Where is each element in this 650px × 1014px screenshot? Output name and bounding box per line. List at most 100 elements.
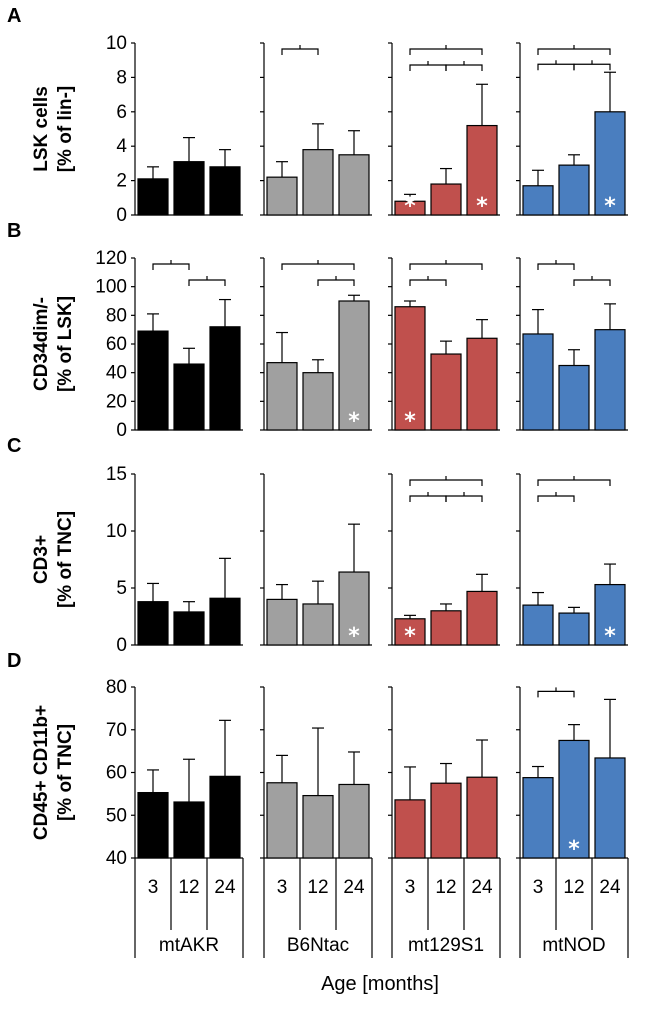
bar bbox=[137, 330, 169, 431]
significance-bracket bbox=[409, 263, 483, 270]
significance-bracket bbox=[537, 263, 575, 270]
bar bbox=[466, 124, 498, 216]
category-axis: 3 12 24 mtAKR 3 12 24 B6Ntac 3 12 24 mt129S1 3 12 24 mt… bbox=[134, 858, 629, 958]
series-mtnod bbox=[519, 258, 628, 431]
y-tick-label: 0 bbox=[116, 635, 127, 656]
bar bbox=[522, 604, 554, 646]
y-axis-label-line: CD3+ bbox=[31, 535, 52, 584]
category-label: 24 bbox=[214, 877, 236, 898]
significance-bracket bbox=[573, 279, 611, 286]
significance-bracket bbox=[152, 263, 190, 270]
bar bbox=[302, 794, 334, 859]
y-tick-label: 15 bbox=[106, 464, 127, 485]
category-label: 24 bbox=[599, 877, 621, 898]
strain-label: mt129S1 bbox=[408, 935, 484, 956]
series-mtakr bbox=[134, 258, 243, 431]
significance-bracket bbox=[445, 64, 483, 71]
significance-star: * bbox=[404, 409, 416, 434]
bar bbox=[137, 178, 169, 216]
significance-bracket bbox=[409, 48, 483, 55]
bar bbox=[209, 326, 241, 431]
bar bbox=[522, 777, 554, 859]
y-tick-label: 40 bbox=[106, 848, 127, 869]
y-tick-label: 10 bbox=[106, 33, 127, 54]
significance-star: * bbox=[604, 624, 616, 649]
bar bbox=[338, 154, 370, 216]
y-tick-label: 70 bbox=[106, 720, 127, 741]
bar bbox=[338, 571, 370, 646]
significance-star: * bbox=[404, 194, 416, 219]
bar bbox=[466, 776, 498, 859]
significance-star: * bbox=[568, 837, 580, 862]
strain-label: mtAKR bbox=[159, 935, 219, 956]
y-tick-label: 20 bbox=[106, 391, 127, 412]
y-axis-label-line: CD45+ CD11b+ bbox=[31, 705, 52, 840]
y-tick-label: 8 bbox=[116, 67, 127, 88]
category-label: 3 bbox=[148, 877, 159, 898]
y-tick-label: 2 bbox=[116, 171, 127, 192]
series-mtnod: * bbox=[519, 474, 628, 649]
category-label: 3 bbox=[533, 877, 544, 898]
series-mt129s1: * * bbox=[391, 43, 500, 219]
significance-star: * bbox=[348, 624, 360, 649]
y-tick-label: 100 bbox=[95, 277, 127, 298]
y-axis-label: CD3+ [% of TNC] bbox=[31, 511, 76, 608]
y-axis-label: CD45+ CD11b+ [% of TNC] bbox=[31, 705, 76, 840]
series-b6ntac bbox=[263, 687, 372, 859]
panel-letter: B bbox=[7, 220, 21, 242]
bar bbox=[466, 337, 498, 431]
y-axis-label: CD34dim/- [% of LSK] bbox=[31, 296, 76, 392]
bar bbox=[430, 782, 462, 859]
y-tick-label: 60 bbox=[106, 763, 127, 784]
series-mtakr bbox=[134, 474, 243, 646]
bar bbox=[302, 149, 334, 216]
y-tick-label: 4 bbox=[116, 136, 127, 157]
y-axis-label-line: [% of TNC] bbox=[55, 511, 76, 608]
strain-group-mt129s1: 3 12 24 mt129S1 bbox=[391, 858, 501, 958]
bar bbox=[173, 161, 205, 216]
bar bbox=[137, 791, 169, 859]
significance-bracket bbox=[537, 63, 575, 71]
series-b6ntac: * bbox=[263, 474, 372, 649]
series-mt129s1: * bbox=[391, 258, 500, 434]
strain-group-mtnod: 3 12 24 mtNOD bbox=[519, 858, 629, 958]
bar bbox=[558, 164, 590, 216]
bar bbox=[394, 618, 426, 646]
bar bbox=[430, 610, 462, 646]
strain-label: B6Ntac bbox=[287, 935, 349, 956]
strain-group-mtakr: 3 12 24 mtAKR bbox=[134, 858, 244, 958]
bar bbox=[558, 612, 590, 646]
bar bbox=[394, 799, 426, 859]
y-tick-label: 50 bbox=[106, 805, 127, 826]
y-tick-label: 0 bbox=[116, 420, 127, 441]
y-axis-label-line: [% of TNC] bbox=[55, 724, 76, 821]
y-axis-label-line: CD34dim/- bbox=[31, 297, 52, 391]
significance-bracket bbox=[188, 279, 226, 286]
series-mt129s1: * bbox=[391, 474, 500, 649]
bar bbox=[522, 333, 554, 431]
category-label: 3 bbox=[277, 877, 288, 898]
category-label: 24 bbox=[471, 877, 493, 898]
category-label: 3 bbox=[405, 877, 416, 898]
strain-group-b6ntac: 3 12 24 B6Ntac bbox=[263, 858, 373, 958]
bar bbox=[209, 166, 241, 216]
significance-star: * bbox=[604, 194, 616, 219]
bar bbox=[594, 583, 626, 646]
significance-bracket bbox=[409, 495, 447, 502]
category-label: 12 bbox=[178, 877, 199, 898]
bar bbox=[394, 306, 426, 431]
category-label: 12 bbox=[563, 877, 584, 898]
bar bbox=[338, 783, 370, 859]
series-b6ntac bbox=[263, 43, 372, 216]
significance-bracket bbox=[445, 495, 483, 502]
significance-star: * bbox=[476, 194, 488, 219]
y-tick-label: 0 bbox=[116, 205, 127, 226]
bar bbox=[594, 111, 626, 216]
bar bbox=[522, 185, 554, 216]
strain-label: mtNOD bbox=[542, 935, 605, 956]
bar bbox=[594, 329, 626, 431]
y-tick-label: 80 bbox=[106, 677, 127, 698]
significance-star: * bbox=[348, 409, 360, 434]
series-mt129s1 bbox=[391, 687, 500, 859]
